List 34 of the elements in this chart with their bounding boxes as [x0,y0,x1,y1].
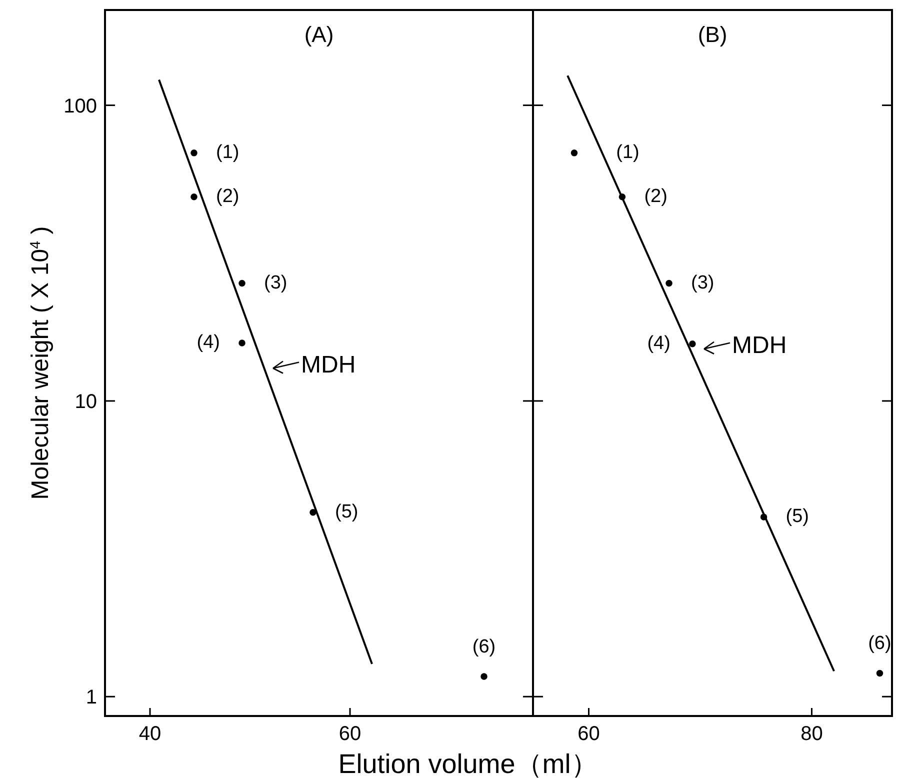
x-tick-label: 80 [800,723,823,745]
y-tick-label: 100 [64,95,97,118]
annotation: (6) [472,636,496,658]
point [689,340,696,348]
text: (A) [304,22,334,47]
annotation: (3) [264,272,288,294]
point [480,673,488,680]
x-tick-label: 60 [338,723,362,745]
annotation: MDH [732,332,787,359]
point [238,280,246,287]
text: (B) [698,22,728,47]
x-tick-label: 60 [578,723,600,745]
annotation: (4) [196,332,220,354]
annotation: (5) [335,501,358,522]
point [310,508,316,516]
annotation: (2) [644,186,668,207]
annotation: (5) [786,506,810,528]
point [666,280,672,287]
annotation: (1) [216,142,240,163]
annotation: (2) [216,186,240,207]
annotation: (3) [691,272,714,294]
annotation: (1) [616,142,640,163]
y-tick-label: 10 [74,390,97,413]
point [876,670,884,677]
annotation: MDH [301,351,356,378]
x-axis-title: Elution volume（ml） [338,749,598,778]
x-tick-label: 40 [138,723,162,745]
point [238,340,246,346]
y-tick-label: 1 [86,686,97,709]
annotation: (6) [868,633,892,654]
point [570,150,578,156]
annotation: (4) [647,332,670,354]
point [190,194,198,200]
point [190,150,198,156]
